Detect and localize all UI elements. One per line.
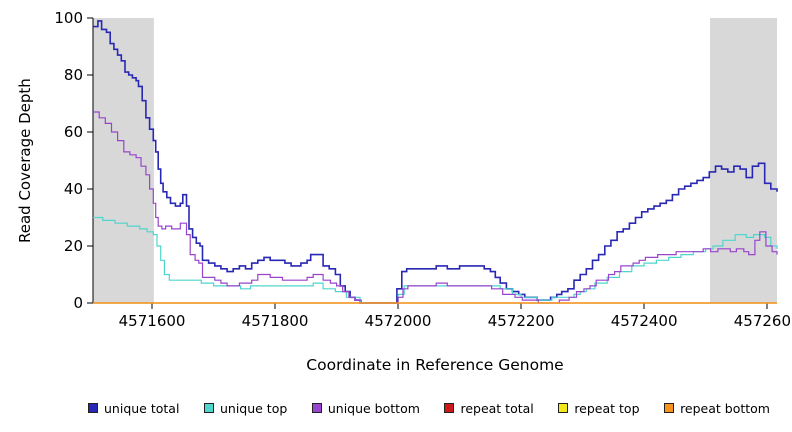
y-tick-label: 20	[64, 237, 83, 255]
shaded-region	[93, 18, 154, 303]
tick-labels: 4571600 4571800 4572000 4572200 4572400 45726…	[54, 9, 792, 330]
y-tick-label: 80	[64, 66, 83, 84]
legend-label: repeat top	[574, 400, 640, 416]
y-tick-label: 40	[64, 180, 83, 198]
legend-swatch	[664, 403, 675, 413]
legend-label: repeat total	[460, 400, 534, 416]
legend-swatch	[444, 403, 455, 413]
legend-item-repeat-total: repeat total	[444, 400, 534, 416]
y-tick-label: 100	[54, 9, 83, 27]
legend-swatch	[203, 403, 214, 413]
legend-item-repeat-bottom: repeat bottom	[664, 401, 770, 416]
legend: unique total unique top unique bottom repea…	[88, 398, 770, 418]
shaded-regions	[93, 18, 777, 303]
legend-item-repeat-top: repeat top	[558, 400, 640, 416]
legend-swatch	[558, 403, 569, 413]
y-tick-label: 0	[73, 294, 83, 312]
legend-label: unique top	[219, 400, 288, 416]
legend-label: unique bottom	[327, 400, 420, 416]
axes	[87, 17, 777, 309]
legend-swatch	[311, 403, 322, 413]
series-line-unique-top	[93, 216, 778, 304]
x-tick-label: 4572400	[611, 312, 678, 330]
x-tick-label: 4571800	[242, 312, 309, 330]
plot-canvas: 4571600 4571800 4572000 4572200 4572400 45726…	[54, 9, 792, 330]
x-axis-title: Coordinate in Reference Genome	[306, 356, 564, 374]
legend-item-unique-top: unique top	[203, 400, 288, 416]
y-tick-label: 60	[64, 123, 83, 141]
legend-label: unique total	[104, 400, 180, 416]
legend-item-unique-total: unique total	[88, 401, 179, 416]
legend-swatch	[88, 403, 98, 413]
x-tick-label: 4572000	[365, 312, 432, 330]
legend-item-unique-bottom: unique bottom	[311, 400, 420, 416]
x-tick-label: 4571600	[119, 312, 186, 330]
y-axis-title: Read Coverage Depth	[16, 78, 34, 243]
series-line-unique-bottom	[93, 111, 778, 304]
x-tick-label: 4572200	[488, 312, 555, 330]
shaded-region	[709, 18, 777, 303]
legend-label: repeat bottom	[680, 400, 770, 416]
